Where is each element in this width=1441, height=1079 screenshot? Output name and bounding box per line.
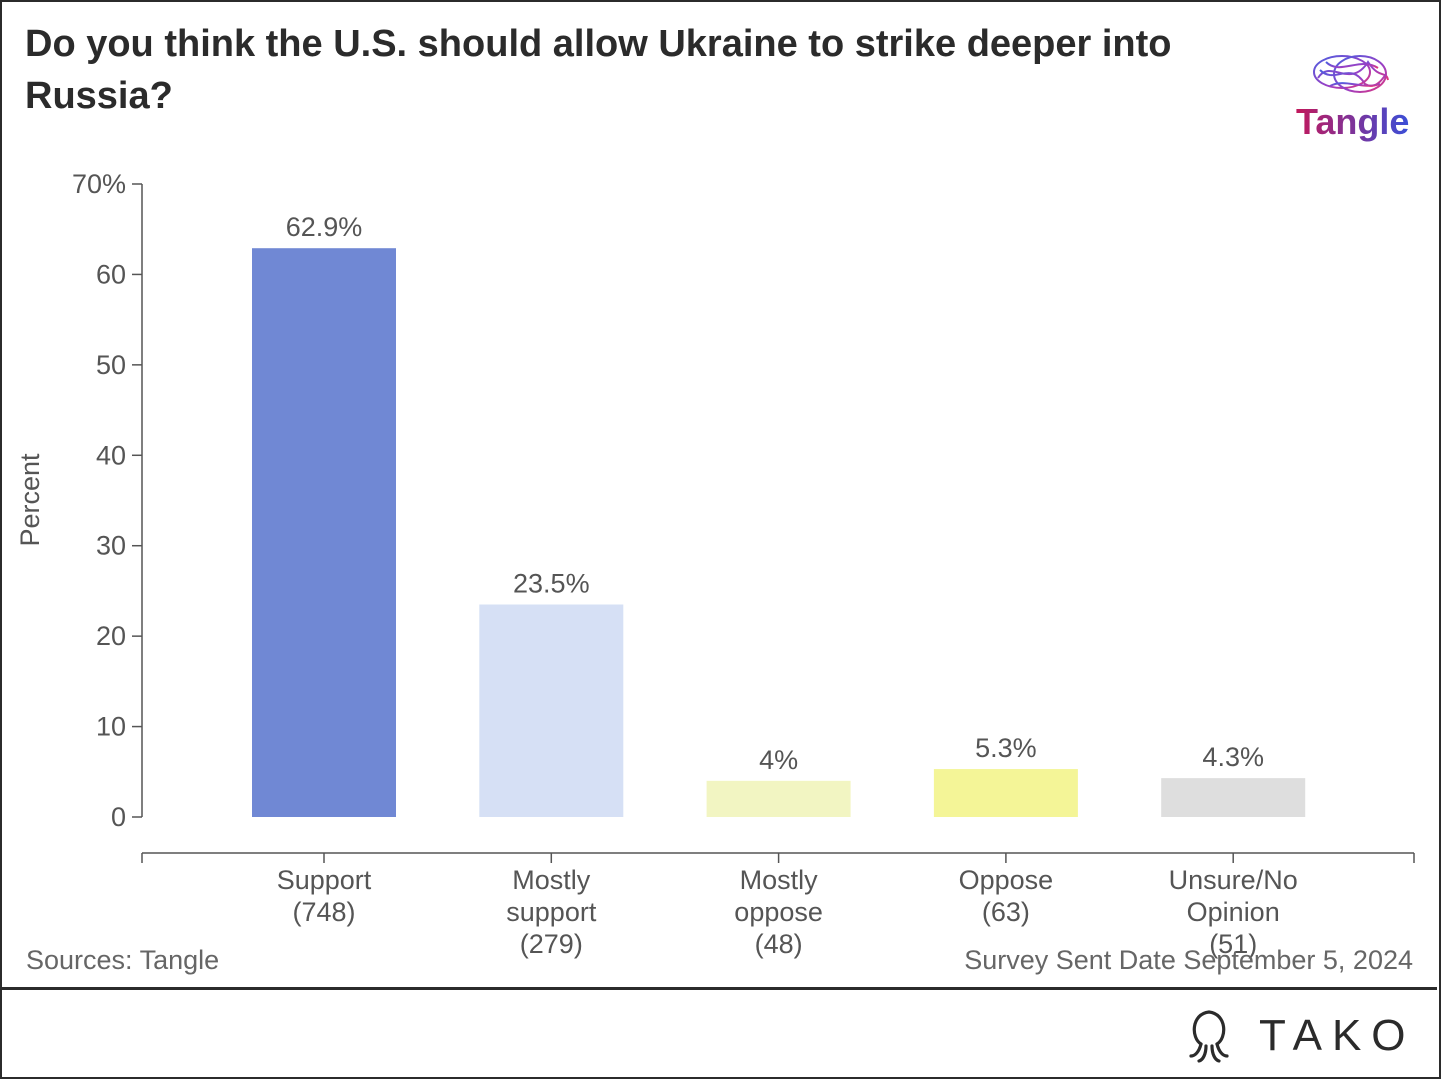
tangle-logo: Tangle — [1296, 55, 1409, 142]
x-tick-label: (279) — [520, 929, 583, 959]
x-tick-label: Unsure/No — [1169, 865, 1298, 895]
x-tick-label: Mostly — [512, 865, 591, 895]
bar-value-label: 5.3% — [975, 733, 1037, 763]
y-tick-label: 70% — [72, 169, 126, 199]
tako-brand: TAKO — [1189, 1010, 1416, 1063]
x-tick-label: (63) — [982, 897, 1030, 927]
y-tick-label: 40 — [96, 440, 126, 470]
y-axis: 0 10 20 30 40 50 60 70% — [72, 169, 143, 832]
bar — [933, 769, 1078, 817]
y-tick-label: 10 — [96, 712, 126, 742]
x-tick-label: support — [506, 897, 597, 927]
y-tick-label: 30 — [96, 531, 126, 561]
x-tick-label: Opinion — [1187, 897, 1280, 927]
y-tick-label: 50 — [96, 350, 126, 380]
sources-note: Sources: Tangle — [26, 945, 220, 975]
survey-date-note: Survey Sent Date September 5, 2024 — [964, 945, 1413, 975]
bar — [479, 604, 624, 817]
bar-value-label: 23.5% — [513, 568, 590, 598]
bar — [252, 248, 396, 817]
bar — [1161, 778, 1306, 817]
y-tick-label: 60 — [96, 259, 126, 289]
bar — [706, 780, 851, 817]
tako-brand-text: TAKO — [1259, 1011, 1416, 1060]
bars: 62.9% 23.5% 4% 5.3% 4.3% — [252, 212, 1306, 817]
tako-octopus-icon — [1189, 1010, 1229, 1063]
y-axis-label: Percent — [15, 453, 45, 547]
bar-value-label: 4% — [759, 745, 798, 775]
bar-value-label: 4.3% — [1202, 742, 1264, 772]
x-tick-label: (48) — [755, 929, 803, 959]
x-axis: Support(748)Mostlysupport(279)Mostlyoppo… — [141, 852, 1415, 959]
x-tick-label: (748) — [292, 897, 355, 927]
x-tick-label: (51) — [1209, 929, 1257, 959]
y-tick-label: 20 — [96, 621, 126, 651]
tangle-logo-text: Tangle — [1296, 101, 1409, 142]
x-tick-label: Support — [277, 865, 372, 895]
x-tick-label: Oppose — [959, 865, 1054, 895]
bar-value-label: 62.9% — [286, 212, 363, 242]
footer-divider — [0, 987, 1437, 990]
chart-title: Do you think the U.S. should allow Ukrai… — [25, 23, 1172, 117]
x-tick-label: Mostly — [740, 865, 819, 895]
y-tick-label: 0 — [111, 802, 126, 832]
x-tick-label: oppose — [734, 897, 823, 927]
